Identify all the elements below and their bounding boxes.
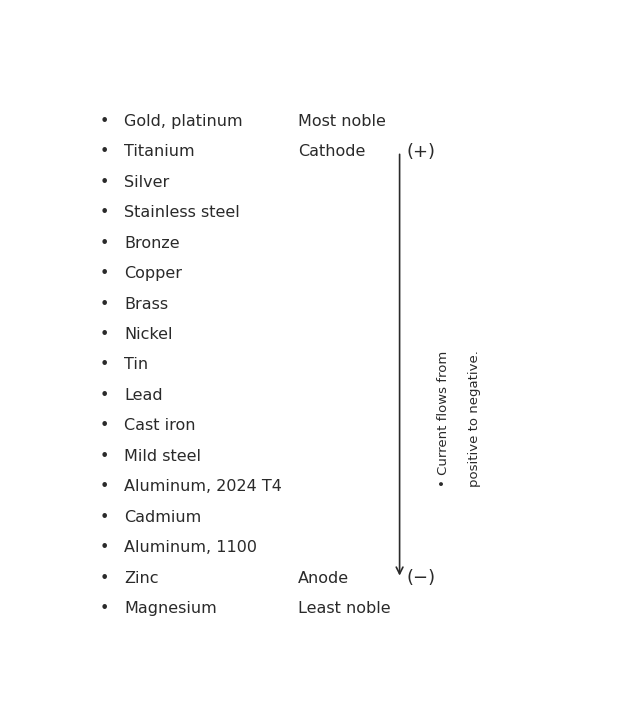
Text: •: • (100, 510, 109, 525)
Text: Tin: Tin (124, 358, 148, 372)
Text: •: • (100, 571, 109, 586)
Text: Aluminum, 1100: Aluminum, 1100 (124, 541, 257, 555)
Text: Silver: Silver (124, 174, 169, 189)
Text: Cast iron: Cast iron (124, 418, 195, 433)
Text: Stainless steel: Stainless steel (124, 205, 240, 220)
Text: Bronze: Bronze (124, 235, 180, 251)
Text: Gold, platinum: Gold, platinum (124, 114, 243, 129)
Text: •: • (100, 266, 109, 281)
Text: •: • (100, 297, 109, 312)
Text: Copper: Copper (124, 266, 182, 281)
Text: (+): (+) (407, 143, 436, 161)
Text: •: • (100, 205, 109, 220)
Text: Anode: Anode (298, 571, 349, 586)
Text: Cadmium: Cadmium (124, 510, 201, 525)
Text: Nickel: Nickel (124, 327, 172, 342)
Text: •: • (100, 358, 109, 372)
Text: •: • (100, 601, 109, 616)
Text: Mild steel: Mild steel (124, 449, 201, 464)
Text: •: • (100, 449, 109, 464)
Text: positive to negative.: positive to negative. (468, 351, 481, 487)
Text: Most noble: Most noble (298, 114, 386, 129)
Text: •: • (100, 114, 109, 129)
Text: Titanium: Titanium (124, 144, 195, 159)
Text: Cathode: Cathode (298, 144, 366, 159)
Text: •: • (100, 541, 109, 555)
Text: Least noble: Least noble (298, 601, 391, 616)
Text: •: • (100, 174, 109, 189)
Text: (−): (−) (407, 570, 436, 588)
Text: Zinc: Zinc (124, 571, 158, 586)
Text: Lead: Lead (124, 388, 163, 403)
Text: Brass: Brass (124, 297, 168, 312)
Text: •: • (100, 388, 109, 403)
Text: •: • (100, 327, 109, 342)
Text: •: • (100, 480, 109, 495)
Text: • Current flows from: • Current flows from (437, 351, 450, 487)
Text: Aluminum, 2024 T4: Aluminum, 2024 T4 (124, 480, 282, 495)
Text: •: • (100, 418, 109, 433)
Text: •: • (100, 235, 109, 251)
Text: Magnesium: Magnesium (124, 601, 217, 616)
Text: •: • (100, 144, 109, 159)
